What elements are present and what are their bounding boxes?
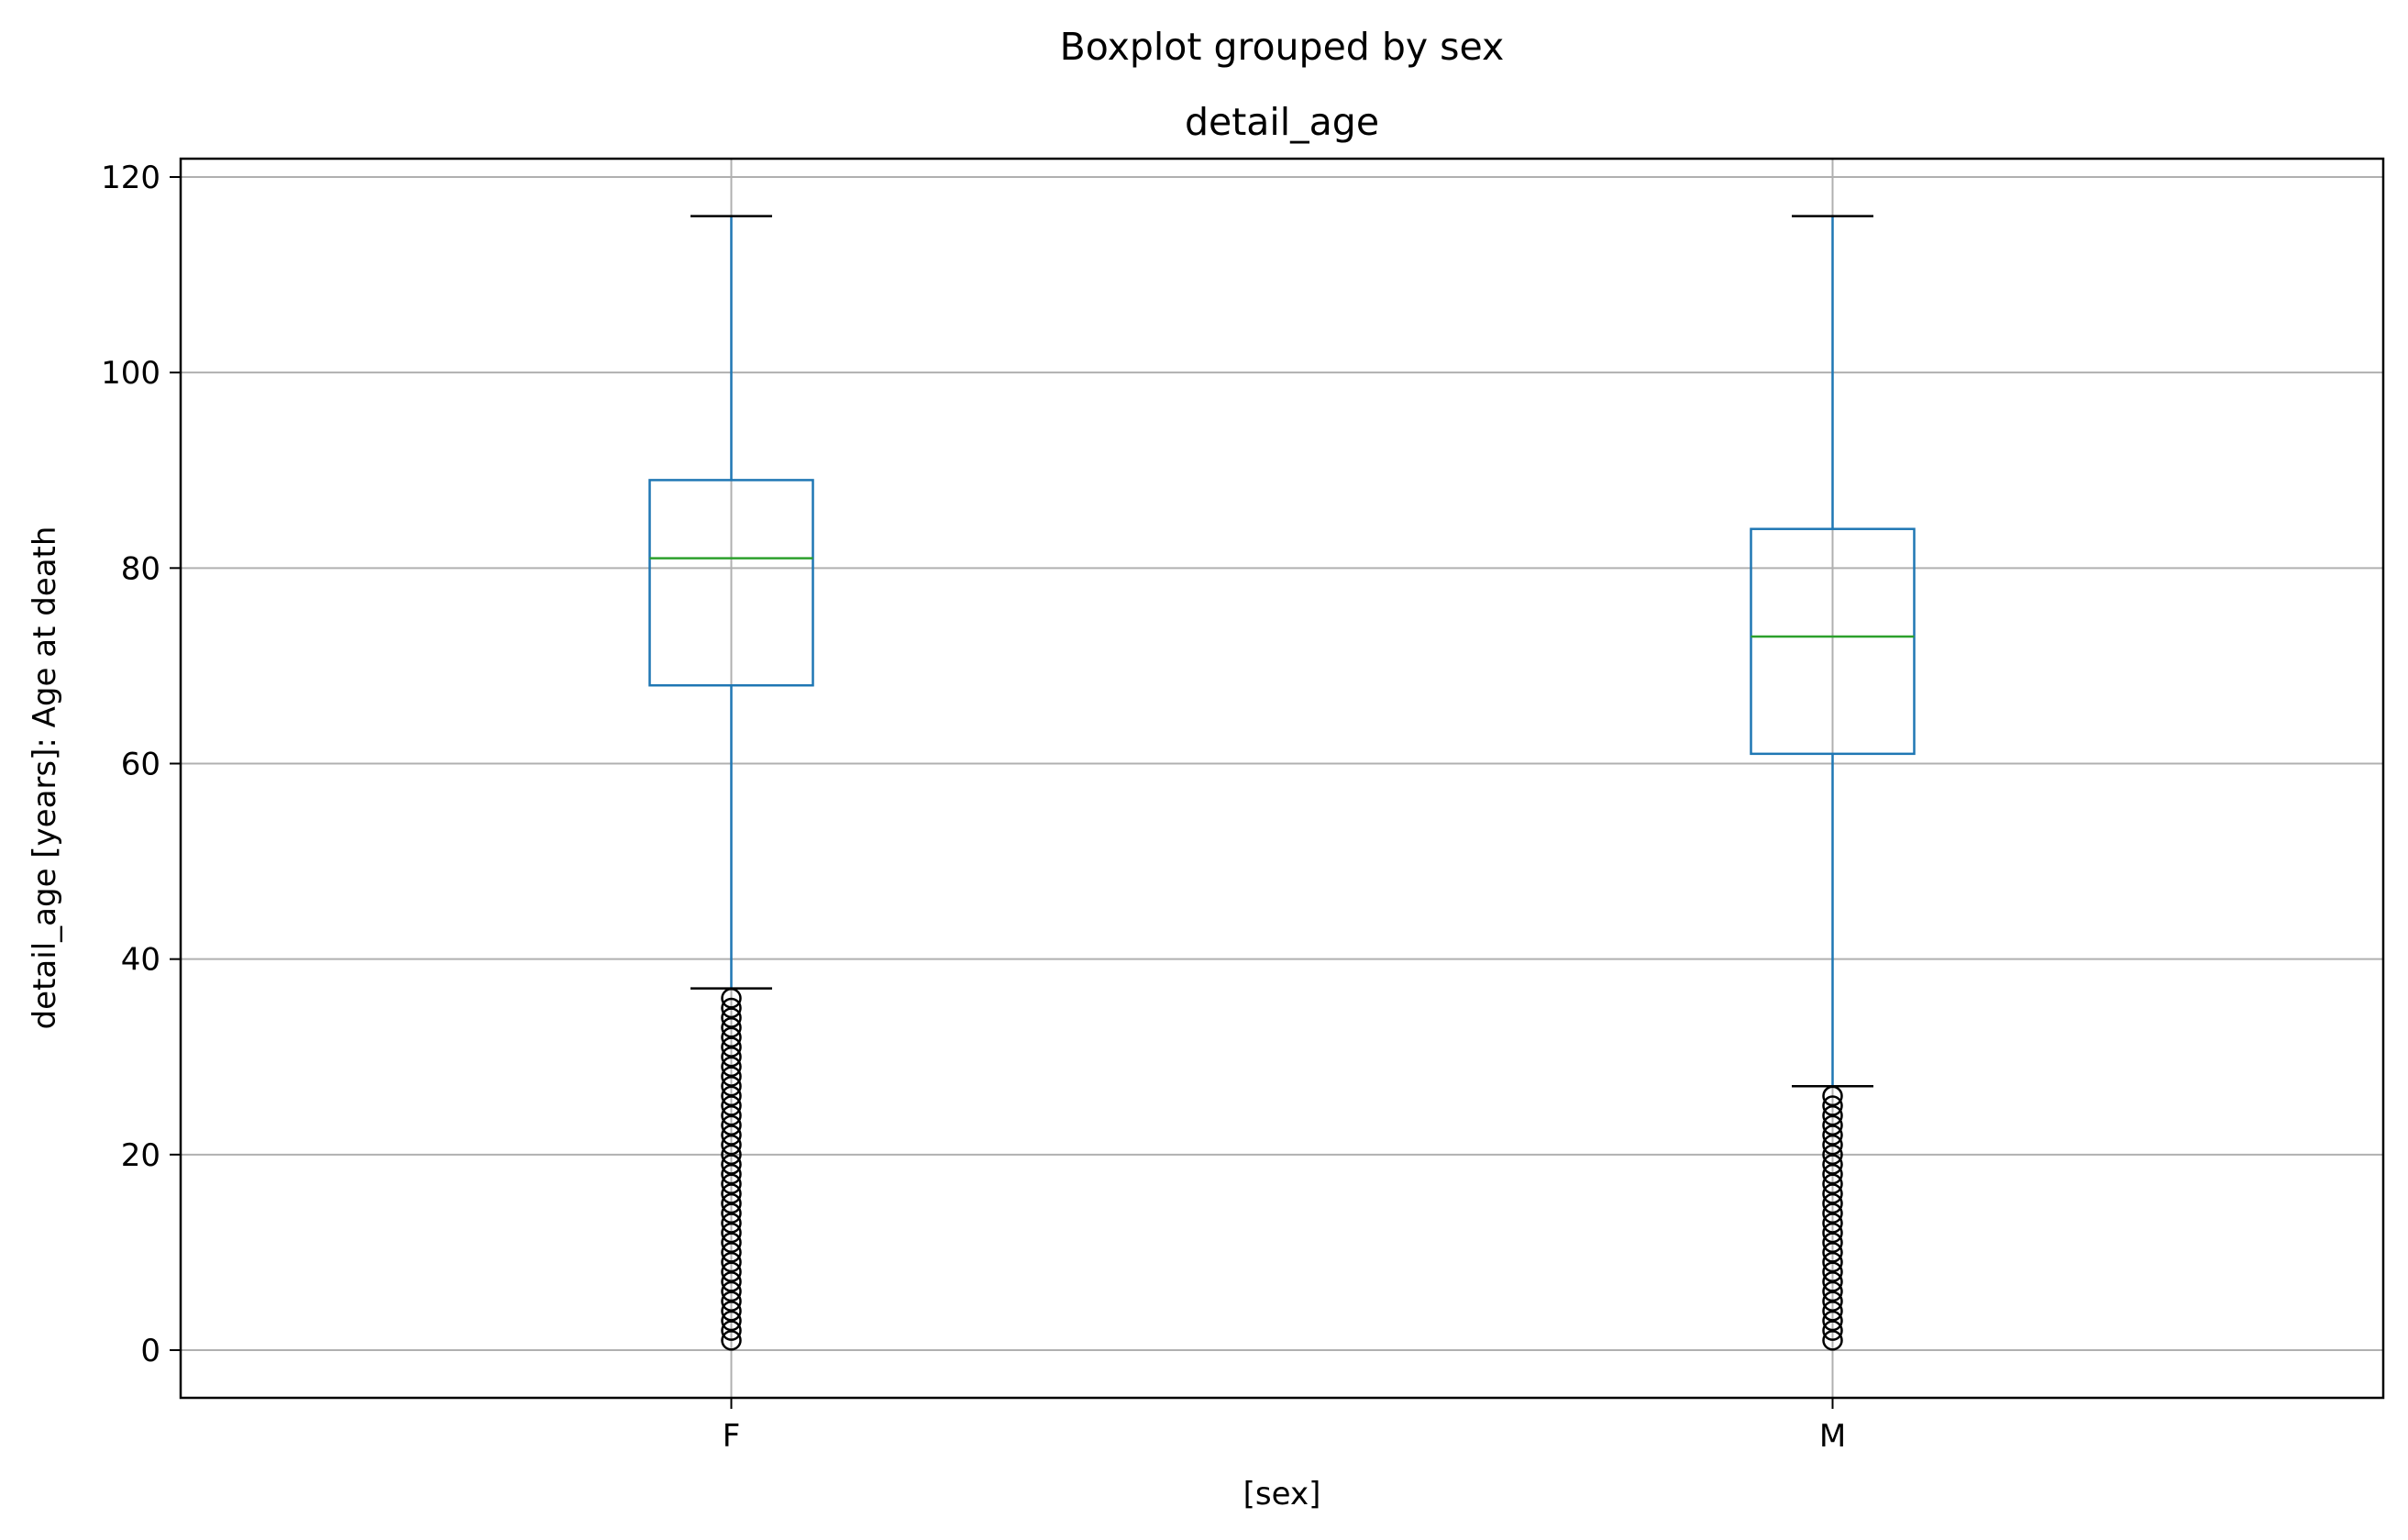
x-tick-label: F bbox=[723, 1418, 741, 1455]
outlier-point bbox=[1822, 1213, 1843, 1234]
outlier-point bbox=[1822, 1222, 1843, 1244]
outlier-point bbox=[721, 988, 742, 1009]
outlier-point bbox=[721, 1007, 742, 1028]
outlier-point bbox=[1822, 1173, 1843, 1195]
outlier-point bbox=[721, 1017, 742, 1038]
axes-frame bbox=[179, 157, 2385, 1400]
outlier-point bbox=[721, 1310, 742, 1332]
outlier-point bbox=[721, 1192, 742, 1214]
y-tick-label: 100 bbox=[101, 355, 160, 392]
outlier-point bbox=[1822, 1291, 1843, 1312]
plot-area bbox=[648, 215, 1916, 1351]
y-axis-label: detail_age [years]: Age at death bbox=[27, 526, 63, 1030]
outlier-point bbox=[721, 1075, 742, 1097]
axis-ticks: 0 20 40 60 80 100 120 F M bbox=[101, 160, 1846, 1455]
outlier-point bbox=[1822, 1183, 1843, 1204]
outlier-point bbox=[721, 1154, 742, 1175]
outlier-point bbox=[721, 997, 742, 1019]
outlier-point bbox=[721, 1280, 742, 1302]
outlier-point bbox=[1822, 1320, 1843, 1341]
outlier-point bbox=[1822, 1144, 1843, 1166]
y-tick-label: 60 bbox=[121, 747, 160, 783]
outlier-point bbox=[721, 1163, 742, 1185]
outlier-point bbox=[1822, 1232, 1843, 1254]
outlier-point bbox=[721, 1232, 742, 1254]
grid-lines bbox=[181, 159, 2383, 1398]
outlier-point bbox=[721, 1183, 742, 1204]
outlier-point bbox=[1822, 1271, 1843, 1292]
outlier-point bbox=[1822, 1134, 1843, 1156]
outlier-point bbox=[1822, 1261, 1843, 1282]
box-group-F bbox=[648, 215, 814, 1351]
y-tick-label: 0 bbox=[140, 1333, 160, 1369]
outlier-point bbox=[1822, 1202, 1843, 1224]
outlier-point bbox=[1822, 1242, 1843, 1263]
outlier-point bbox=[1822, 1085, 1843, 1107]
outlier-point bbox=[721, 1320, 742, 1341]
outlier-point bbox=[721, 1301, 742, 1322]
y-tick-label: 40 bbox=[121, 942, 160, 979]
outlier-point bbox=[721, 1213, 742, 1234]
outlier-point bbox=[721, 1173, 742, 1195]
outlier-point bbox=[721, 1056, 742, 1078]
outlier-point bbox=[721, 1085, 742, 1107]
axes-title: detail_age bbox=[1185, 100, 1379, 144]
outlier-point bbox=[721, 1291, 742, 1312]
outlier-point bbox=[1822, 1154, 1843, 1175]
box-group-M bbox=[1750, 215, 1916, 1351]
outlier-point bbox=[721, 1026, 742, 1048]
outlier-point bbox=[721, 1047, 742, 1068]
outlier-point bbox=[1822, 1310, 1843, 1332]
outlier-point bbox=[1822, 1301, 1843, 1322]
outlier-point bbox=[721, 1095, 742, 1116]
outlier-point bbox=[1822, 1192, 1843, 1214]
outlier-point bbox=[1822, 1125, 1843, 1146]
outlier-point bbox=[1822, 1251, 1843, 1273]
outlier-point bbox=[1822, 1330, 1843, 1351]
outlier-point bbox=[721, 1202, 742, 1224]
y-tick-label: 20 bbox=[121, 1137, 160, 1174]
outlier-point bbox=[721, 1066, 742, 1087]
y-tick-label: 80 bbox=[121, 550, 160, 587]
x-tick-label: M bbox=[1819, 1418, 1846, 1455]
outlier-point bbox=[721, 1251, 742, 1273]
outlier-point bbox=[721, 1114, 742, 1136]
outlier-point bbox=[721, 1036, 742, 1058]
outlier-point bbox=[721, 1261, 742, 1282]
outlier-point bbox=[1822, 1163, 1843, 1185]
outlier-point bbox=[721, 1125, 742, 1146]
outlier-point bbox=[721, 1104, 742, 1126]
outlier-point bbox=[721, 1222, 742, 1244]
figure-suptitle: Boxplot grouped by sex bbox=[1060, 25, 1505, 69]
outlier-point bbox=[1822, 1095, 1843, 1116]
outlier-point bbox=[721, 1134, 742, 1156]
box-iqr bbox=[648, 479, 814, 687]
outlier-point bbox=[721, 1144, 742, 1166]
outlier-point bbox=[721, 1271, 742, 1292]
y-tick-label: 120 bbox=[101, 160, 160, 196]
box-iqr bbox=[1750, 527, 1916, 756]
outlier-point bbox=[1822, 1280, 1843, 1302]
outlier-point bbox=[1822, 1104, 1843, 1126]
outlier-point bbox=[721, 1330, 742, 1351]
outlier-point bbox=[721, 1242, 742, 1263]
outlier-point bbox=[1822, 1114, 1843, 1136]
x-axis-label: [sex] bbox=[1243, 1476, 1321, 1512]
